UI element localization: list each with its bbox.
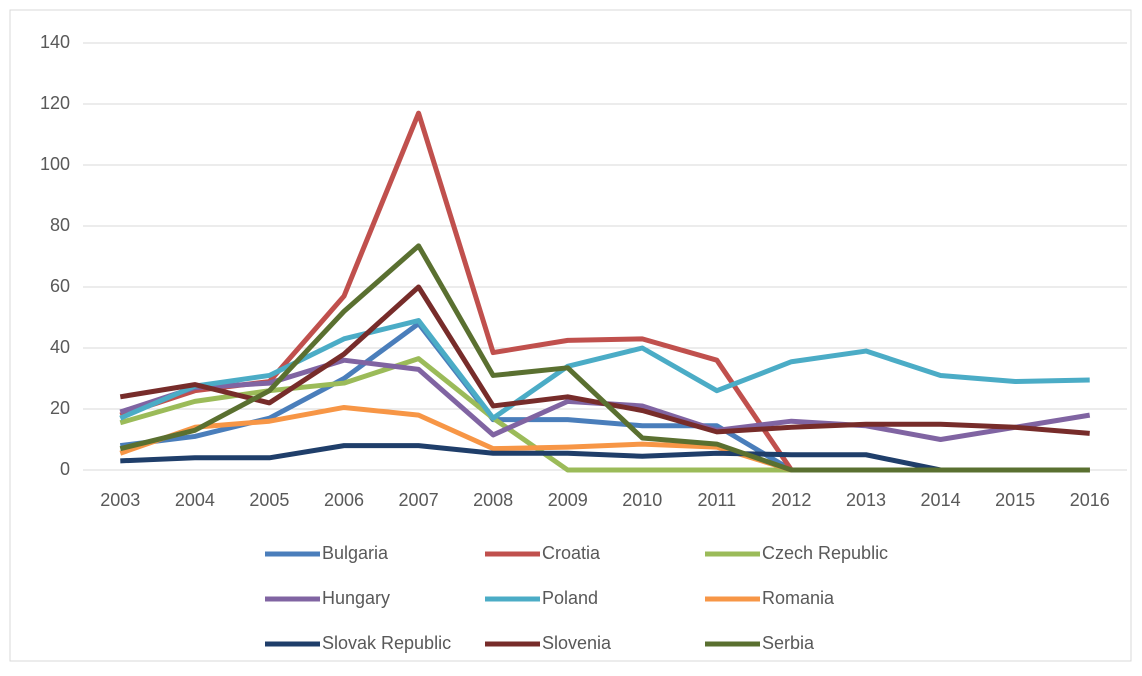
series-line: [119, 318, 1090, 421]
x-tick-label: 2011: [697, 490, 736, 510]
chart-border: [9, 9, 1132, 662]
legend-label: Czech Republic: [762, 543, 888, 563]
y-tick-label: 40: [50, 337, 70, 357]
y-tick-label: 140: [40, 32, 70, 52]
x-tick-label: 2012: [771, 490, 811, 510]
x-tick-label: 2010: [622, 490, 662, 510]
y-tick-label: 120: [40, 93, 70, 113]
x-tick-label: 2014: [921, 490, 961, 510]
y-tick-label: 0: [60, 459, 70, 479]
x-tick-label: 2016: [1070, 490, 1110, 510]
legend-label: Slovak Republic: [322, 633, 451, 653]
x-tick-label: 2015: [995, 490, 1035, 510]
legend-label: Croatia: [542, 543, 601, 563]
x-tick-label: 2013: [846, 490, 886, 510]
legend-label: Serbia: [762, 633, 815, 653]
x-tick-label: 2006: [324, 490, 364, 510]
legend-label: Hungary: [322, 588, 390, 608]
y-tick-label: 20: [50, 398, 70, 418]
legend-label: Slovenia: [542, 633, 612, 653]
legend-label: Bulgaria: [322, 543, 389, 563]
legend-label: Poland: [542, 588, 598, 608]
y-tick-label: 60: [50, 276, 70, 296]
x-tick-label: 2009: [548, 490, 588, 510]
y-tick-label: 100: [40, 154, 70, 174]
y-tick-label: 80: [50, 215, 70, 235]
legend-label: Romania: [762, 588, 835, 608]
x-tick-label: 2008: [473, 490, 513, 510]
x-tick-label: 2005: [249, 490, 289, 510]
x-tick-label: 2003: [100, 490, 140, 510]
x-tick-label: 2004: [175, 490, 215, 510]
x-tick-label: 2007: [399, 490, 439, 510]
series-line: [119, 243, 1090, 473]
series-line: [120, 443, 1090, 473]
